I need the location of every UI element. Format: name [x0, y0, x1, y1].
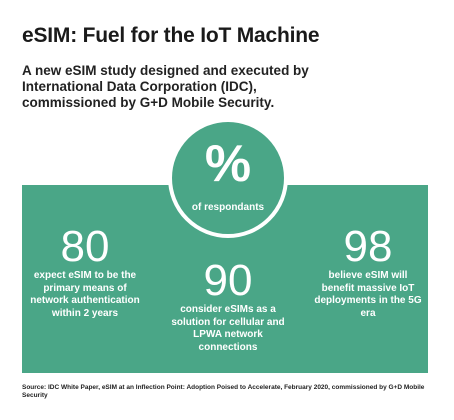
stat-value: 90 [203, 256, 253, 305]
stat-value: 98 [343, 222, 393, 271]
stat-description: expect eSIM to be the primary means of n… [30, 270, 140, 319]
percent-symbol: % [204, 135, 252, 193]
infographic-title: eSIM: Fuel for the IoT Machine [22, 24, 320, 47]
stat-90: 90 consider eSIMs as a solution for cell… [163, 258, 293, 354]
percent-badge: % of respondants [168, 118, 288, 238]
percent-badge-label: of respondants [191, 202, 265, 213]
infographic-subtitle: A new eSIM study designed and executed b… [22, 63, 309, 110]
source-note: Source: IDC White Paper, eSIM at an Infl… [22, 384, 425, 399]
stat-description: believe eSIM will benefit massive IoT de… [314, 270, 422, 319]
stat-80: 80 expect eSIM to be the primary means o… [30, 224, 140, 320]
stat-98: 98 believe eSIM will benefit massive IoT… [313, 224, 423, 320]
stat-value: 80 [60, 222, 110, 271]
stat-description: consider eSIMs as a solution for cellula… [171, 304, 285, 353]
